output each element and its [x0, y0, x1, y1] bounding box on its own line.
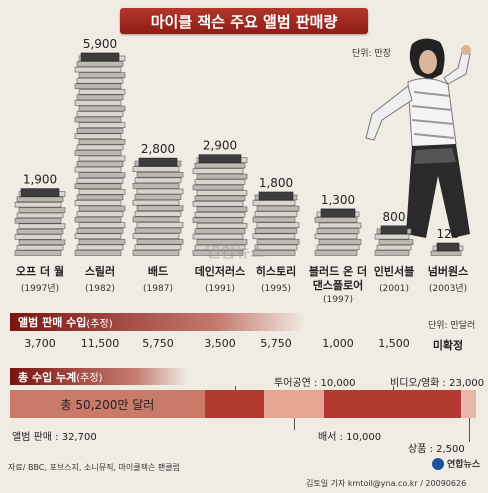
sales-value-label: 1,900 [23, 173, 57, 187]
segment-label: 상품 : 2,500 [408, 444, 465, 455]
sales-value-label: 1,800 [259, 176, 293, 190]
revenue-value: 11,500 [80, 337, 120, 350]
total-segment [461, 390, 476, 418]
sales-value-label: 2,800 [141, 142, 175, 156]
revenue-value: 5,750 [142, 337, 174, 350]
segment-leader-line [392, 386, 394, 390]
revenue-unit-label: 단위: 만달러 [428, 321, 476, 331]
sales-value-label: 120 [437, 227, 460, 241]
sales-value-label: 2,900 [203, 139, 237, 153]
agency-logo: 연합뉴스 [432, 457, 480, 470]
segment-label: 투어공연 : 10,000 [274, 378, 356, 389]
sales-value-label: 5,900 [83, 37, 117, 51]
album-year-label: (2003년) [429, 283, 467, 294]
segment-label: 배서 : 10,000 [318, 432, 382, 443]
album-bar [192, 154, 248, 256]
revenue-value: 1,500 [378, 337, 410, 350]
revenue-header-sub: (추정) [86, 318, 113, 330]
total-header-main: 총 수입 누계 [18, 370, 77, 384]
page-title: 마이클 잭슨 주요 앨범 판매량 [120, 8, 368, 34]
revenue-value: 5,750 [260, 337, 292, 350]
album-bar [14, 188, 66, 256]
sales-unit-label: 단위: 만장 [352, 49, 392, 59]
segment-label: 비디오/영화 : 23,000 [390, 378, 485, 389]
sales-value-label: 800 [383, 210, 406, 224]
logo-icon [432, 457, 444, 470]
album-name-label: 스릴러 [85, 264, 115, 278]
revenue-header-main: 앨범 판매 수입 [18, 316, 87, 329]
album-bar [132, 157, 184, 256]
album-year-label: (1995) [261, 284, 291, 294]
total-header-sub: (추정) [76, 373, 103, 384]
album-bar [430, 242, 464, 256]
total-segment [324, 390, 462, 418]
album-name-label: 오프 더 월 [16, 264, 64, 278]
segment-leader-line [468, 418, 470, 442]
album-year-label: (1982) [85, 284, 115, 294]
album-sales-chart: 1,900 오프 더 월 (1997년) 5,900 스릴러 (1982) 2,800 배드 (… [14, 37, 468, 305]
album-year-label: (2001) [379, 284, 409, 294]
revenue-value: 3,500 [204, 337, 236, 350]
total-header: 총 수입 누계 (추정) [10, 368, 188, 385]
singer-illustration [365, 38, 471, 238]
album-name-label-2: 댄스플로어 [313, 278, 364, 292]
total-segment [204, 390, 265, 418]
logo-text: 연합뉴스 [447, 460, 481, 470]
total-income-strip [10, 390, 476, 418]
revenue-value: 1,000 [322, 337, 354, 350]
album-bar [374, 225, 414, 256]
revenue-value: 미확정 [432, 339, 464, 352]
total-segment [10, 390, 205, 418]
total-income-label: 총 50,200만 달러 [60, 397, 155, 412]
credit-line: 김토일 기자 kmtoil@yna.co.kr / 20090626 [306, 479, 467, 488]
album-bar [74, 52, 126, 256]
album-name-label: 넘버원스 [428, 264, 468, 278]
album-bar [252, 191, 300, 256]
revenue-value: 3,700 [24, 337, 56, 350]
album-year-label: (1991) [205, 284, 235, 294]
album-name-label: 데인저러스 [195, 264, 246, 278]
total-segment [264, 390, 325, 418]
album-name-label: 인빈서블 [374, 264, 414, 278]
segment-leader-line [294, 418, 296, 430]
segment-label: 앨범 판매 : 32,700 [12, 432, 97, 443]
album-year-label: (1997) [323, 295, 353, 305]
sales-value-label: 1,300 [321, 193, 355, 207]
album-year-label: (1987) [143, 284, 173, 294]
album-name-label: 히스토리 [256, 264, 296, 278]
source-note: 자료/ BBC, 포브스지, 소니뮤직, 마이클잭슨 팬클럽 [8, 463, 180, 472]
album-year-label: (1997년) [21, 283, 59, 294]
segment-leader-line [234, 386, 236, 390]
album-name-label: 블러드 온 더 [309, 264, 367, 278]
album-bar [314, 208, 362, 256]
album-name-label: 배드 [148, 264, 168, 278]
revenue-header: 앨범 판매 수입 (추정) [10, 313, 306, 331]
